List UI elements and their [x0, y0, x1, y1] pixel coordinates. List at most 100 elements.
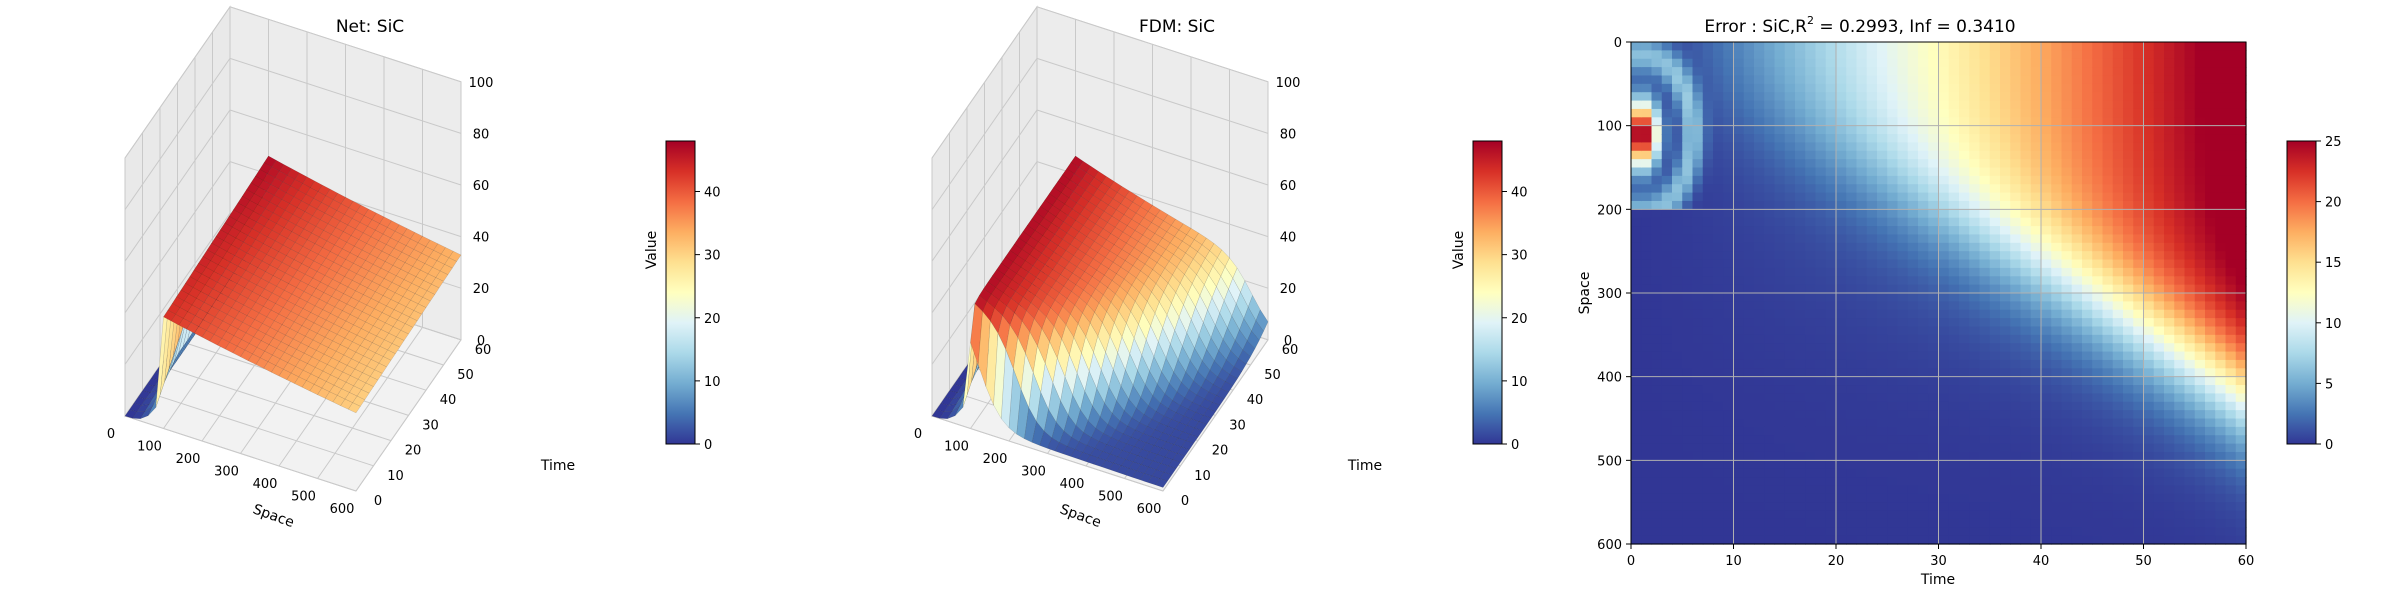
- heatmap-cell: [1805, 75, 1817, 85]
- heatmap-cell: [2010, 200, 2022, 210]
- heatmap-cell: [2051, 359, 2063, 369]
- heatmap-cell: [1672, 493, 1683, 503]
- heatmap-cell: [2194, 276, 2206, 286]
- heatmap-cell: [2071, 108, 2083, 118]
- heatmap-cell: [1733, 150, 1745, 160]
- heatmap-cell: [2030, 50, 2042, 60]
- heatmap-cell: [2153, 209, 2165, 219]
- heatmap-cell: [1733, 435, 1745, 445]
- heatmap-cell: [2112, 50, 2124, 60]
- heatmap-cell: [1836, 468, 1847, 478]
- heatmap-cell: [1692, 468, 1704, 478]
- heatmap-cell: [1733, 318, 1745, 328]
- heatmap-cell: [2082, 468, 2093, 478]
- heatmap-cell: [1856, 175, 1868, 185]
- heatmap-cell: [2205, 200, 2216, 210]
- heatmap-cell: [1897, 334, 1909, 344]
- heatmap-cell: [2061, 418, 2073, 428]
- heatmap-cell: [2041, 58, 2052, 68]
- heatmap-cell: [1672, 159, 1683, 169]
- heatmap-cell: [2112, 67, 2124, 77]
- heatmap-cell: [1764, 477, 1776, 487]
- heatmap-cell: [1866, 502, 1878, 512]
- heatmap-cell: [1989, 368, 2001, 378]
- heatmap-cell: [2133, 393, 2145, 403]
- heatmap-cell: [1928, 92, 1940, 102]
- heatmap-cell: [1682, 134, 1694, 143]
- heatmap-cell: [1959, 125, 1970, 135]
- heatmap-cell: [2205, 134, 2216, 143]
- heatmap-cell: [1713, 410, 1724, 420]
- heatmap-cell: [1702, 334, 1714, 344]
- heatmap-cell: [1866, 142, 1878, 152]
- heatmap-cell: [2071, 42, 2083, 51]
- heatmap-cell: [1795, 293, 1806, 302]
- heatmap-cell: [1764, 410, 1776, 420]
- heatmap-cell: [1877, 343, 1888, 353]
- heatmap-cell: [1866, 334, 1878, 344]
- heatmap-cell: [1795, 159, 1806, 169]
- heatmap-cell: [2082, 385, 2093, 394]
- heatmap-cell: [1866, 426, 1878, 436]
- heatmap-cell: [1877, 92, 1888, 102]
- heatmap-cell: [1743, 326, 1755, 336]
- heatmap-cell: [1682, 318, 1694, 328]
- heatmap-cell: [2174, 83, 2186, 93]
- heatmap-cell: [1907, 401, 1919, 411]
- heatmap-cell: [1969, 58, 1981, 68]
- heatmap-cell: [2153, 117, 2165, 127]
- heatmap-cell: [1651, 134, 1663, 143]
- heatmap-cell: [1805, 351, 1817, 361]
- heatmap-cell: [1918, 318, 1929, 328]
- heatmap-cell: [1692, 209, 1704, 219]
- heatmap-cell: [1856, 92, 1868, 102]
- heatmap-cell: [1825, 134, 1837, 143]
- heatmap-cell: [2123, 117, 2134, 127]
- heatmap-cell: [1764, 535, 1776, 545]
- heatmap-cell: [1979, 435, 1991, 445]
- heatmap-cell: [1846, 493, 1858, 503]
- heatmap-cell: [1733, 527, 1745, 537]
- heatmap-cell: [1959, 368, 1970, 378]
- heatmap-cell: [1979, 502, 1991, 512]
- heatmap-cell: [1959, 326, 1970, 336]
- heatmap-cell: [1713, 284, 1724, 294]
- heatmap-cell: [1989, 518, 2001, 528]
- heatmap-cell: [1979, 351, 1991, 361]
- heatmap-cell: [2092, 159, 2104, 169]
- heatmap-cell: [1631, 326, 1642, 336]
- heatmap-cell: [1959, 175, 1970, 185]
- heatmap-cell: [2174, 117, 2186, 127]
- heatmap-cell: [2092, 234, 2104, 244]
- heatmap-cell: [1907, 485, 1919, 495]
- heatmap-cell: [2010, 184, 2022, 194]
- heatmap-cell: [1672, 318, 1683, 328]
- heatmap-cell: [1784, 134, 1796, 143]
- heatmap-cell: [1887, 460, 1899, 470]
- heatmap-cell: [1754, 351, 1765, 361]
- heatmap-cell: [1897, 393, 1909, 403]
- heatmap-cell: [2020, 284, 2032, 294]
- heatmap-cell: [1682, 393, 1694, 403]
- heatmap-cell: [2205, 125, 2216, 135]
- heatmap-cell: [1743, 493, 1755, 503]
- heatmap-cell: [1631, 251, 1642, 261]
- heatmap-cell: [1754, 259, 1765, 269]
- heatmap-cell: [1754, 435, 1765, 445]
- heatmap-cell: [1948, 184, 1960, 194]
- heatmap-cell: [2010, 435, 2022, 445]
- heatmap-cell: [1877, 410, 1888, 420]
- heatmap-cell: [1887, 192, 1899, 202]
- heatmap-cell: [1661, 343, 1673, 353]
- heatmap-cell: [2102, 309, 2114, 319]
- heatmap-cell: [1743, 83, 1755, 93]
- heatmap-cell: [2071, 200, 2083, 210]
- heatmap-cell: [1713, 334, 1724, 344]
- heatmap-cell: [1836, 410, 1847, 420]
- heatmap-cell: [1754, 100, 1765, 110]
- colorbar-tick-label: 20: [1511, 312, 1528, 327]
- heatmap-cell: [1969, 527, 1981, 537]
- heatmap-cell: [1959, 451, 1970, 461]
- heatmap-cell: [2184, 75, 2196, 85]
- heatmap-cell: [2112, 451, 2124, 461]
